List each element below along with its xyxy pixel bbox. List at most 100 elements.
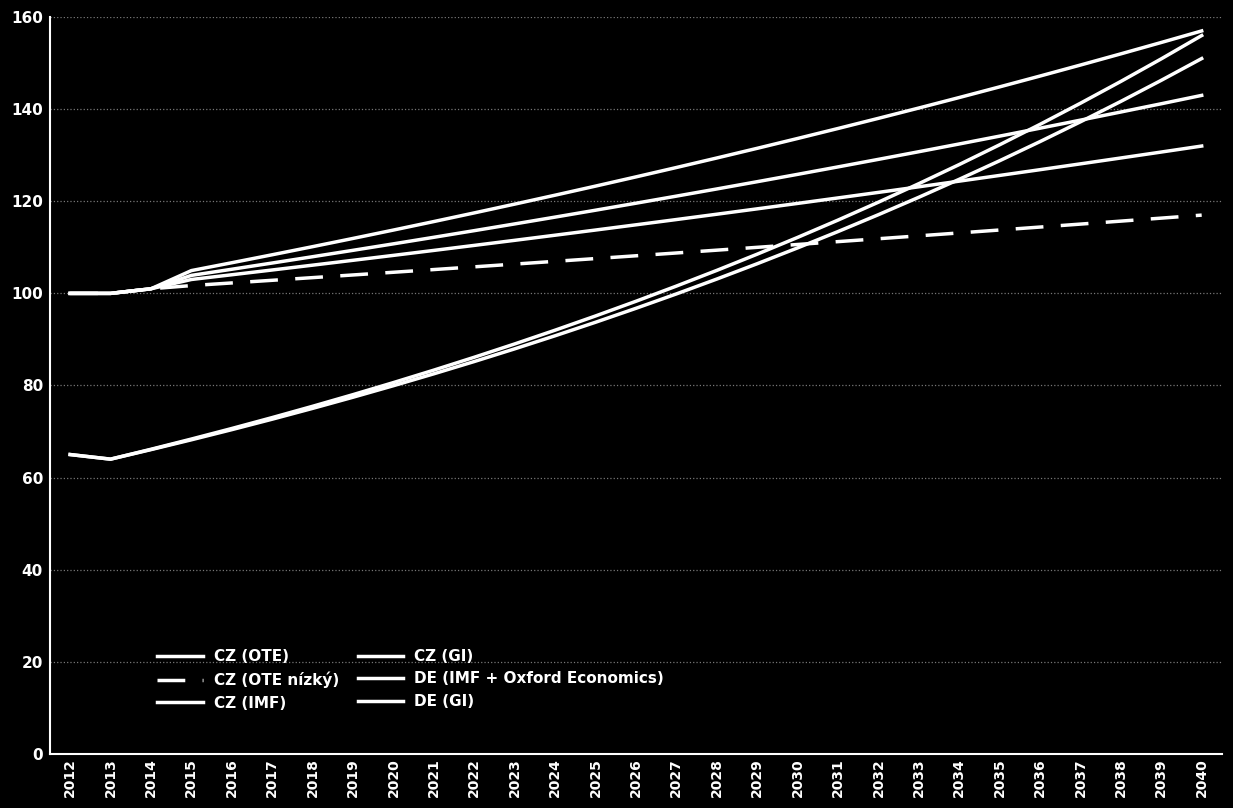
CZ (GI) <box>1113 154 1128 163</box>
DE (IMF + Oxford Economics) <box>952 160 967 170</box>
DE (GI) <box>831 227 846 237</box>
CZ (IMF) <box>63 288 78 298</box>
CZ (OTE nízký) <box>1154 213 1169 223</box>
CZ (GI) <box>709 209 724 219</box>
CZ (GI) <box>265 265 280 275</box>
DE (IMF + Oxford Economics) <box>1113 77 1128 86</box>
CZ (OTE) <box>1154 38 1169 48</box>
DE (GI) <box>670 289 684 299</box>
CZ (GI) <box>790 199 805 208</box>
CZ (OTE) <box>184 266 199 276</box>
CZ (OTE nízký) <box>467 262 482 271</box>
CZ (OTE nízký) <box>629 251 644 261</box>
CZ (OTE nízký) <box>911 231 926 241</box>
DE (GI) <box>790 243 805 253</box>
DE (IMF + Oxford Economics) <box>993 140 1007 149</box>
CZ (IMF) <box>750 177 764 187</box>
CZ (GI) <box>63 288 78 298</box>
DE (IMF + Oxford Economics) <box>790 233 805 242</box>
CZ (IMF) <box>467 225 482 235</box>
DE (GI) <box>870 210 885 220</box>
CZ (IMF) <box>670 191 684 201</box>
CZ (OTE) <box>870 113 885 123</box>
CZ (GI) <box>670 215 684 225</box>
DE (GI) <box>143 444 158 454</box>
DE (GI) <box>345 393 360 402</box>
CZ (OTE) <box>1195 26 1210 36</box>
DE (GI) <box>952 175 967 184</box>
CZ (IMF) <box>1032 124 1047 133</box>
CZ (OTE) <box>345 234 360 243</box>
Line: CZ (GI): CZ (GI) <box>70 146 1202 293</box>
CZ (IMF) <box>1113 107 1128 117</box>
CZ (OTE nízký) <box>547 256 562 266</box>
CZ (OTE nízký) <box>1073 219 1088 229</box>
CZ (OTE) <box>750 144 764 154</box>
DE (GI) <box>1154 75 1169 85</box>
DE (IMF + Oxford Economics) <box>306 402 321 411</box>
CZ (OTE) <box>1032 71 1047 81</box>
CZ (OTE) <box>63 288 78 298</box>
Line: CZ (OTE nízký): CZ (OTE nízký) <box>70 215 1202 293</box>
Line: CZ (IMF): CZ (IMF) <box>70 95 1202 293</box>
CZ (OTE) <box>306 242 321 251</box>
DE (IMF + Oxford Economics) <box>750 250 764 259</box>
CZ (GI) <box>1154 147 1169 157</box>
CZ (OTE nízký) <box>224 278 239 288</box>
CZ (IMF) <box>588 205 603 215</box>
Line: DE (GI): DE (GI) <box>70 58 1202 459</box>
CZ (OTE) <box>831 124 846 133</box>
DE (GI) <box>1073 117 1088 127</box>
DE (IMF + Oxford Economics) <box>1154 54 1169 64</box>
CZ (GI) <box>1032 165 1047 175</box>
CZ (OTE nízký) <box>507 259 522 269</box>
CZ (IMF) <box>547 213 562 222</box>
DE (GI) <box>709 274 724 284</box>
CZ (OTE nízký) <box>63 288 78 298</box>
CZ (OTE nízký) <box>143 284 158 293</box>
CZ (IMF) <box>345 246 360 255</box>
CZ (OTE nízký) <box>345 270 360 280</box>
DE (GI) <box>629 304 644 314</box>
CZ (IMF) <box>427 233 441 242</box>
DE (IMF + Oxford Economics) <box>143 444 158 454</box>
CZ (OTE) <box>911 103 926 113</box>
CZ (IMF) <box>709 184 724 194</box>
DE (IMF + Oxford Economics) <box>427 365 441 375</box>
CZ (IMF) <box>790 170 805 179</box>
CZ (IMF) <box>831 162 846 172</box>
CZ (GI) <box>104 288 118 298</box>
DE (GI) <box>547 331 562 341</box>
DE (IMF + Oxford Economics) <box>911 179 926 188</box>
CZ (IMF) <box>265 259 280 268</box>
DE (IMF + Oxford Economics) <box>345 389 360 399</box>
DE (GI) <box>993 156 1007 166</box>
CZ (OTE nízký) <box>306 273 321 283</box>
DE (GI) <box>427 369 441 379</box>
DE (IMF + Oxford Economics) <box>629 297 644 306</box>
CZ (IMF) <box>629 199 644 208</box>
CZ (OTE nízký) <box>184 280 199 290</box>
DE (GI) <box>63 450 78 460</box>
DE (IMF + Oxford Economics) <box>467 352 482 362</box>
CZ (OTE nízký) <box>831 237 846 246</box>
DE (GI) <box>507 344 522 354</box>
DE (IMF + Oxford Economics) <box>1195 31 1210 40</box>
CZ (OTE nízký) <box>790 240 805 250</box>
CZ (GI) <box>993 170 1007 180</box>
CZ (IMF) <box>143 284 158 293</box>
CZ (OTE) <box>670 162 684 172</box>
DE (IMF + Oxford Economics) <box>184 434 199 444</box>
CZ (IMF) <box>952 139 967 149</box>
CZ (IMF) <box>507 219 522 229</box>
DE (GI) <box>224 425 239 435</box>
CZ (GI) <box>629 220 644 229</box>
DE (IMF + Oxford Economics) <box>870 197 885 207</box>
DE (GI) <box>104 454 118 464</box>
CZ (OTE nízký) <box>870 234 885 243</box>
CZ (GI) <box>952 176 967 186</box>
CZ (OTE nízký) <box>427 265 441 275</box>
CZ (OTE nízký) <box>750 242 764 252</box>
CZ (IMF) <box>104 288 118 298</box>
CZ (OTE) <box>467 208 482 217</box>
